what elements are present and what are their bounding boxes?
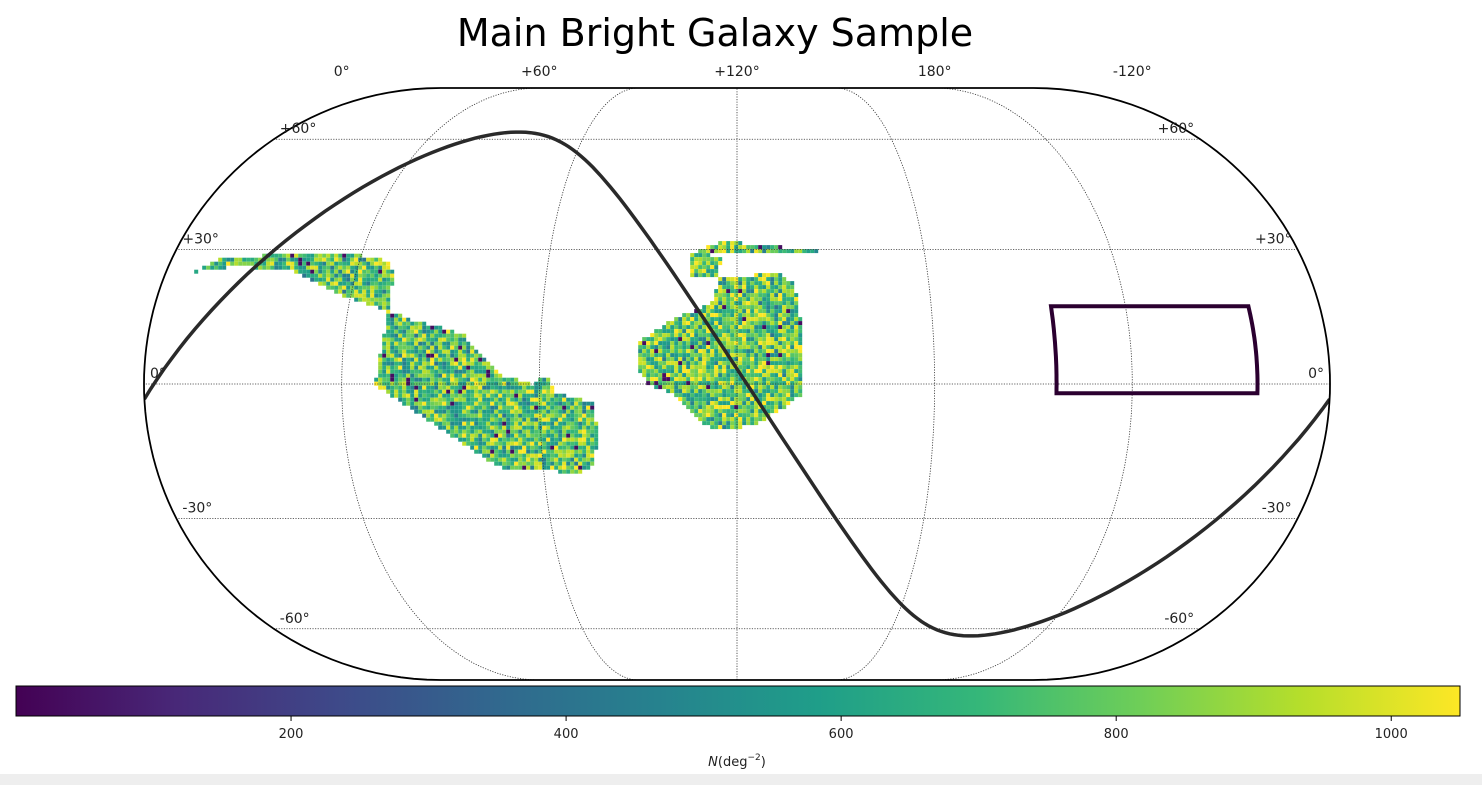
colorbar-label-unit: (deg (718, 755, 748, 770)
boundary-curve (144, 130, 1330, 638)
colorbar-tick-label: 200 (279, 727, 304, 742)
ra-tick-label: -120° (1113, 64, 1152, 80)
ra-tick-label: +60° (521, 64, 558, 80)
ra-gridline (538, 87, 639, 681)
colorbar-label-exp: −2 (747, 753, 760, 763)
ra-gridline (934, 87, 1133, 681)
footer-bar (0, 774, 1482, 785)
ra-tick-label: 0° (334, 64, 350, 80)
colorbar-gradient (15, 685, 1461, 717)
coordinate-grid (143, 87, 1331, 681)
colorbar-label: N(deg−2) (708, 753, 766, 770)
footprint-region-2 (194, 253, 599, 474)
colorbar-tick-label: 800 (1104, 727, 1129, 742)
colorbar: 200 400 600 800 1000 N(deg−2) (15, 685, 1461, 770)
map-border (143, 87, 1331, 681)
chart-title: Main Bright Galaxy Sample (457, 11, 973, 55)
dec-tick-label-right: +30° (182, 232, 219, 248)
colorbar-ticks: 200 400 600 800 1000 (279, 716, 1408, 742)
colorbar-label-close: ) (761, 755, 766, 770)
colorbar-tick-label: 1000 (1375, 727, 1408, 742)
ra-tick-label: 180° (918, 64, 952, 80)
dec-tick-label-left: +60° (1158, 121, 1195, 137)
dec-tick-label-right: -30° (182, 501, 212, 517)
colorbar-label-var: N (708, 755, 718, 770)
dec-tick-label-left: +30° (1255, 232, 1292, 248)
dec-tick-label-right: +60° (280, 121, 317, 137)
dec-tick-label-left: -60° (1164, 611, 1194, 627)
ra-tick-label: +120° (714, 64, 759, 80)
ra-gridline (835, 87, 936, 681)
ra-gridline (341, 87, 540, 681)
colorbar-tick-label: 400 (554, 727, 579, 742)
axis-tick-labels: 0° +60° +120° 180° -120° +60° +60° +30° +30° 0° 0°… (150, 64, 1324, 627)
dec-tick-label-left: 0° (1308, 366, 1324, 382)
colorbar-tick-label: 600 (829, 727, 854, 742)
footprint-region-1 (638, 241, 819, 430)
sky-map (194, 241, 819, 474)
dec-tick-label-left: -30° (1262, 501, 1292, 517)
dec-tick-label-right: -60° (280, 611, 310, 627)
highlight-box (1048, 304, 1260, 396)
dec-tick-label-right: 0° (150, 366, 166, 382)
